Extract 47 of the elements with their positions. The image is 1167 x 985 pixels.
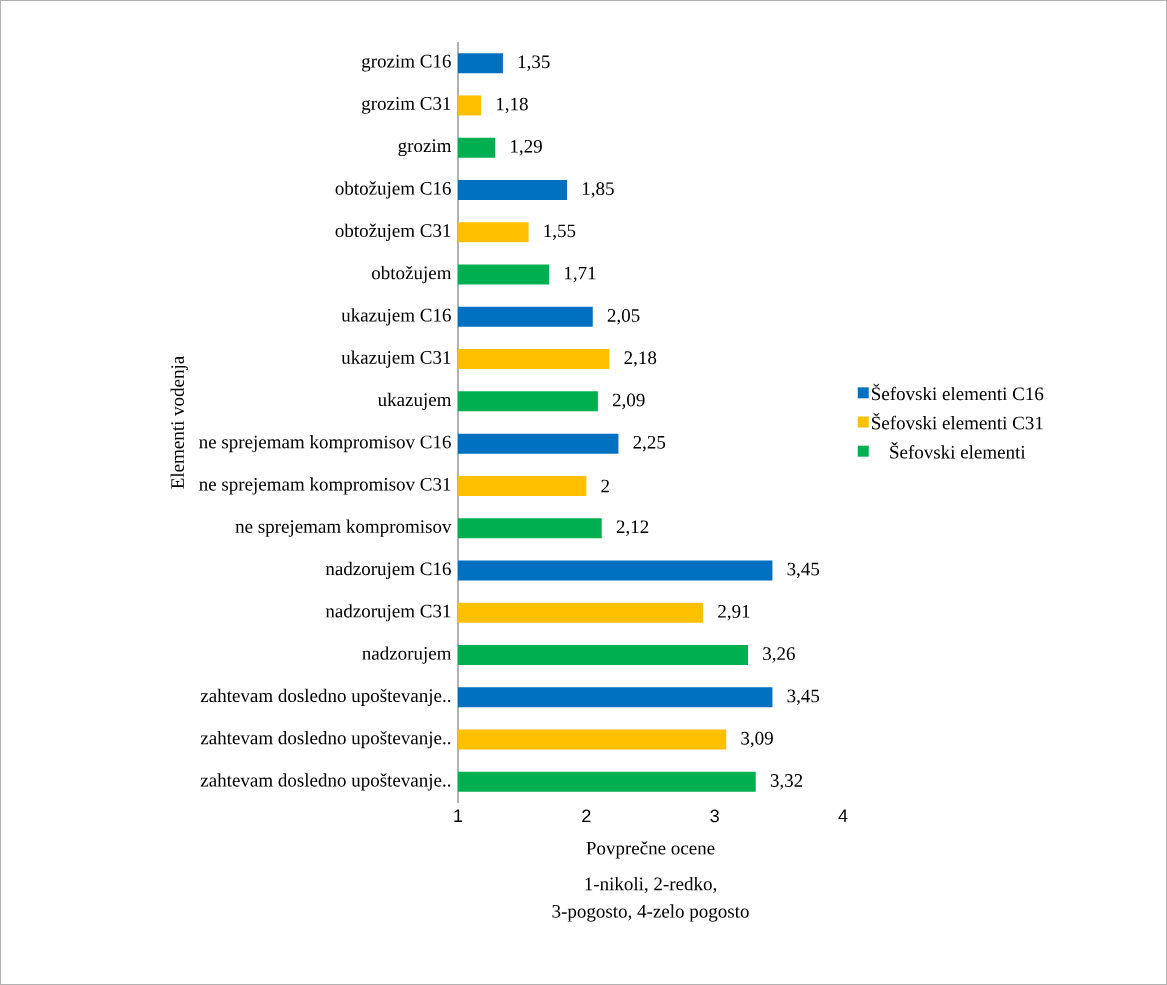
data-label: 2,25 xyxy=(633,435,666,452)
data-label: 1,29 xyxy=(511,139,542,156)
y-tick-label: zahtevam dosledno upoštevanje.. xyxy=(200,730,451,749)
y-tick-label: ne sprejemam kompromisov xyxy=(235,519,452,537)
y-tick-label: grozim C31 xyxy=(362,97,451,114)
data-label: 2 xyxy=(601,479,609,493)
y-tick-label: obtožujem C31 xyxy=(335,223,451,241)
y-axis-title: Elementi vodenja xyxy=(170,356,188,489)
data-label: 3,09 xyxy=(741,731,773,748)
data-label: 1,18 xyxy=(496,97,528,114)
data-label: 2,05 xyxy=(607,309,640,325)
text: 3-pogosto, 4-zelo pogosto xyxy=(552,904,749,922)
data-label: 2,91 xyxy=(718,605,750,621)
data-label: 2,18 xyxy=(624,351,657,367)
data-label: 3,45 xyxy=(787,562,820,579)
data-label: 3,45 xyxy=(787,689,820,706)
y-tick-label: grozim C16 xyxy=(362,54,451,72)
data-label: 1,85 xyxy=(582,182,614,198)
x-tick-label: 2 xyxy=(582,809,591,823)
data-label: 3,26 xyxy=(763,647,795,663)
legend-label: Šefovski elementi xyxy=(890,442,1026,459)
legend-label: Šefovski elementi C16 xyxy=(872,383,1044,401)
text: 1-nikoli, 2-redko, xyxy=(585,876,717,894)
y-tick-label: zahtevam dosledno upoštevanje.. xyxy=(200,688,451,706)
y-tick-label: ne sprejemam kompromisov C16 xyxy=(199,435,451,453)
data-label: 1,55 xyxy=(544,224,576,240)
x-axis-title: Povprečne ocene xyxy=(586,841,715,859)
y-tick-label: zahtevam dosledno upoštevanje.. xyxy=(200,773,451,791)
y-tick-label: nadzorujem xyxy=(362,646,452,664)
y-tick-label: ne sprejemam kompromisov C31 xyxy=(199,477,451,495)
data-label: 2,12 xyxy=(616,520,649,536)
y-tick-label: nadzorujem C31 xyxy=(325,604,451,622)
data-label: 2,09 xyxy=(612,393,645,410)
x-tick-label: 3 xyxy=(710,809,719,823)
data-label: 3,32 xyxy=(770,774,803,790)
y-tick-label: nadzorujem C16 xyxy=(325,561,451,580)
y-tick-label: ukazujem C16 xyxy=(341,308,451,326)
legend-label: Šefovski elementi C31 xyxy=(872,412,1043,430)
y-tick-label: ukazujem C31 xyxy=(341,350,451,368)
data-label: 1,71 xyxy=(564,266,596,283)
x-tick-label: 4 xyxy=(838,809,848,822)
y-tick-label: obtožujem xyxy=(371,265,452,284)
y-tick-label: grozim xyxy=(398,139,452,157)
y-tick-label: ukazujem xyxy=(377,392,452,410)
x-tick-label: 1 xyxy=(454,809,463,822)
y-tick-label: obtožujem C16 xyxy=(335,181,451,199)
data-label: 1,35 xyxy=(518,55,550,71)
